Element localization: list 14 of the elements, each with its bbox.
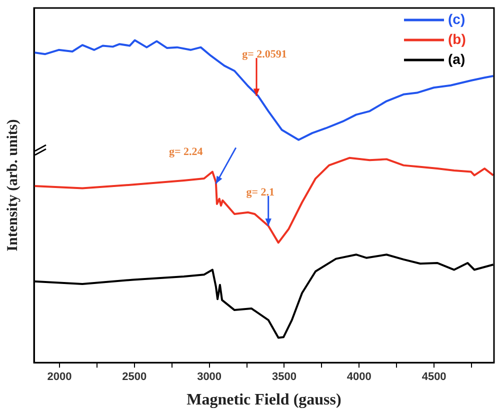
legend-label: (b) (448, 30, 466, 47)
x-tick-label: 4000 (346, 371, 372, 384)
x-tick-label: 2000 (47, 371, 72, 384)
x-tick-label: 3000 (197, 371, 222, 384)
legend-label: (c) (448, 10, 466, 27)
y-axis-title: Intensity (arb. units) (4, 119, 21, 252)
x-axis-title: Magnetic Field (gauss) (186, 392, 342, 409)
annotation: g= 2.24 (169, 146, 204, 158)
x-tick-label: 4500 (422, 371, 446, 384)
annotation: g= 2.0591 (242, 48, 287, 60)
x-tick-label: 2500 (122, 371, 147, 384)
x-tick-label: 3500 (272, 371, 296, 384)
annotation: g= 2.1 (246, 186, 274, 198)
legend-label: (a) (448, 50, 466, 67)
